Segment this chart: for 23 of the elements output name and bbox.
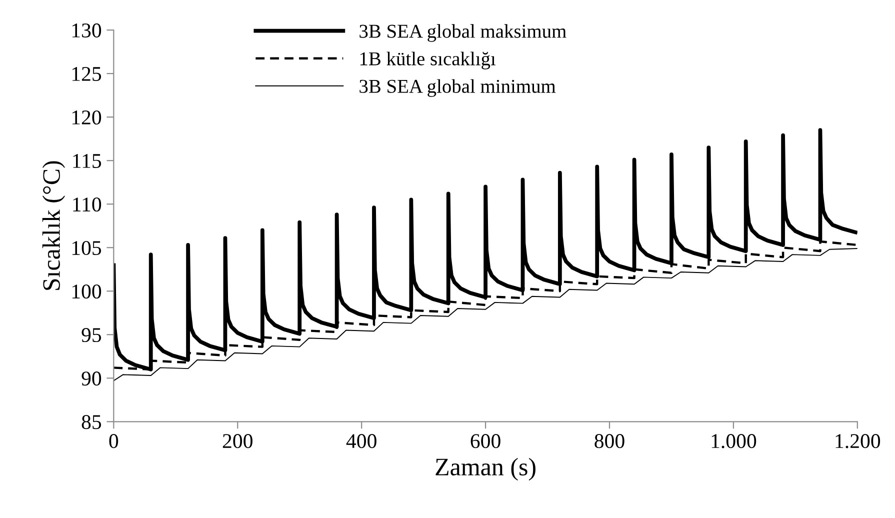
y-tick-label: 95 [82,328,102,342]
x-axis-title: Zaman (s) [436,458,536,481]
x-tick-label: 0 [109,434,118,448]
x-tick-label: 800 [594,434,624,448]
y-axis-title: Sıcaklık (°C) [42,161,66,290]
y-tick-label: 105 [72,240,102,256]
y-tick-label: 120 [72,110,102,124]
y-tick-label: 100 [72,284,102,299]
line-series [114,128,858,372]
y-tick-label: 115 [73,154,102,168]
x-tick-label: 1.000 [712,434,756,448]
x-tick-label: 600 [470,434,500,448]
legend-label: 3B SEA global maksimum [360,24,566,42]
x-tick-label: 200 [222,434,252,448]
x-tick-label: 1.200 [836,434,880,448]
y-tick-label: 90 [82,372,102,386]
x-tick-label: 400 [346,434,376,448]
legend-label: 1B kütle sıcaklığı [360,52,496,70]
y-tick-label: 130 [72,23,102,38]
y-tick-label: 85 [82,415,102,430]
y-tick-label: 125 [72,66,102,81]
legend-label: 3B SEA global minimum [360,79,556,97]
y-tick-label: 110 [73,197,102,212]
